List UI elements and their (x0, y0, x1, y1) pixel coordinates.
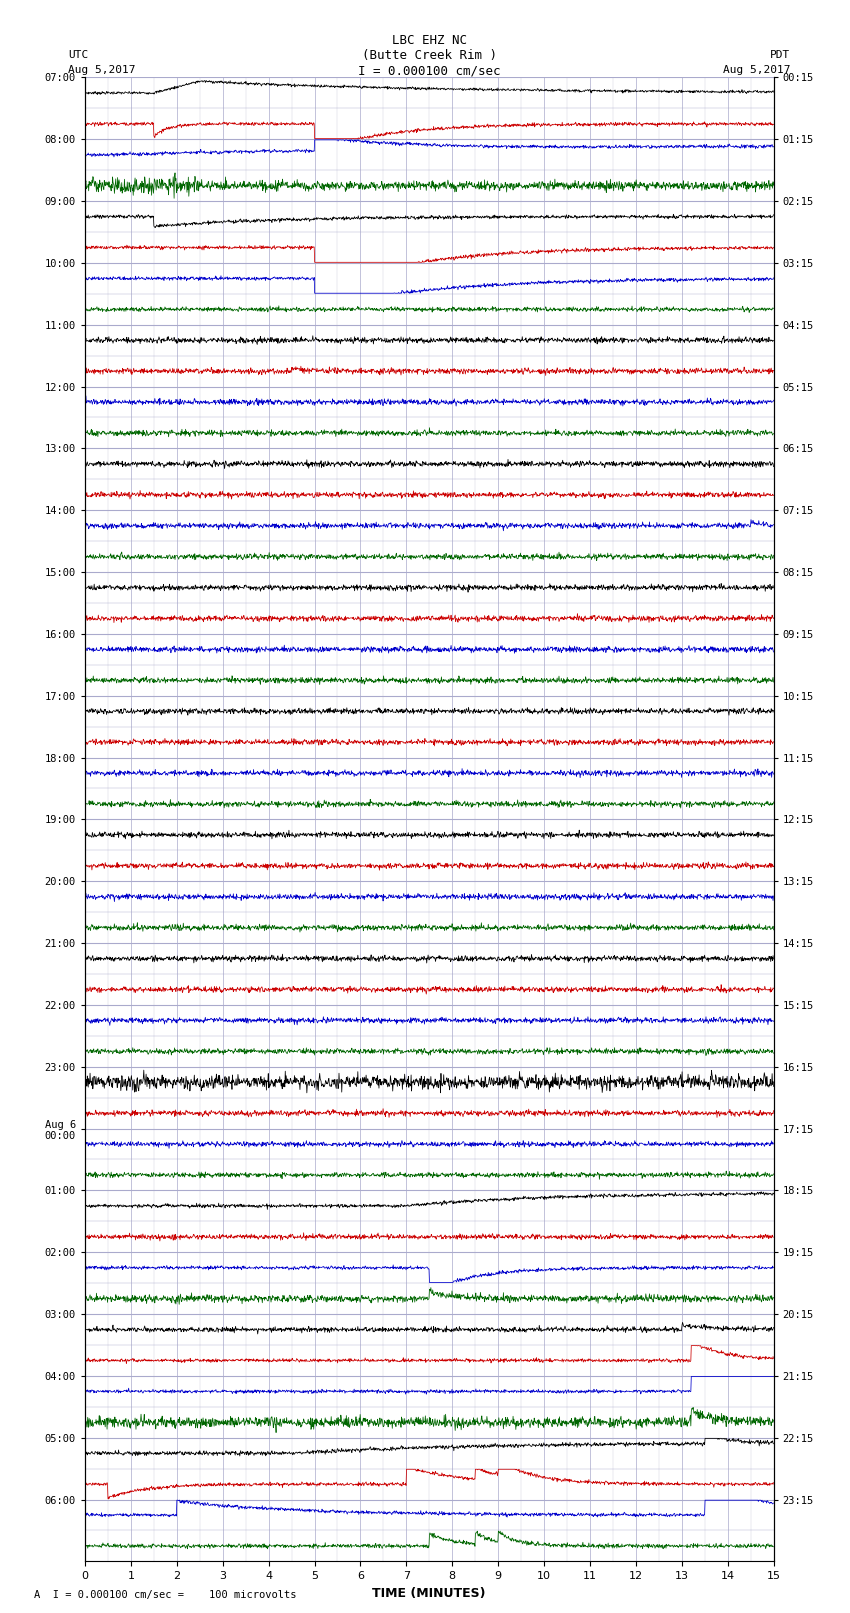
Text: Aug 5,2017: Aug 5,2017 (723, 65, 791, 74)
Title: LBC EHZ NC
(Butte Creek Rim )
I = 0.000100 cm/sec: LBC EHZ NC (Butte Creek Rim ) I = 0.0001… (358, 34, 501, 77)
X-axis label: TIME (MINUTES): TIME (MINUTES) (372, 1587, 486, 1600)
Text: PDT: PDT (770, 50, 790, 60)
Text: Aug 5,2017: Aug 5,2017 (68, 65, 135, 74)
Text: A  I = 0.000100 cm/sec =    100 microvolts: A I = 0.000100 cm/sec = 100 microvolts (34, 1590, 297, 1600)
Text: UTC: UTC (68, 50, 88, 60)
